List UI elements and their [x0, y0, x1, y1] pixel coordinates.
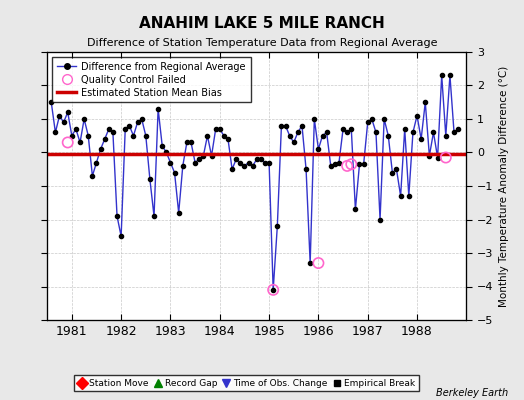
Point [347, 161, 355, 168]
Point [269, 287, 277, 293]
Text: Berkeley Earth: Berkeley Earth [436, 388, 508, 398]
Y-axis label: Monthly Temperature Anomaly Difference (°C): Monthly Temperature Anomaly Difference (… [499, 65, 509, 307]
Point [343, 163, 352, 169]
Legend: Difference from Regional Average, Quality Control Failed, Estimated Station Mean: Difference from Regional Average, Qualit… [52, 57, 250, 102]
Point [442, 154, 450, 161]
Point [314, 260, 323, 266]
Legend: Station Move, Record Gap, Time of Obs. Change, Empirical Break: Station Move, Record Gap, Time of Obs. C… [74, 375, 419, 392]
Text: ANAHIM LAKE 5 MILE RANCH: ANAHIM LAKE 5 MILE RANCH [139, 16, 385, 31]
Text: Difference of Station Temperature Data from Regional Average: Difference of Station Temperature Data f… [87, 38, 437, 48]
Point [63, 139, 72, 146]
